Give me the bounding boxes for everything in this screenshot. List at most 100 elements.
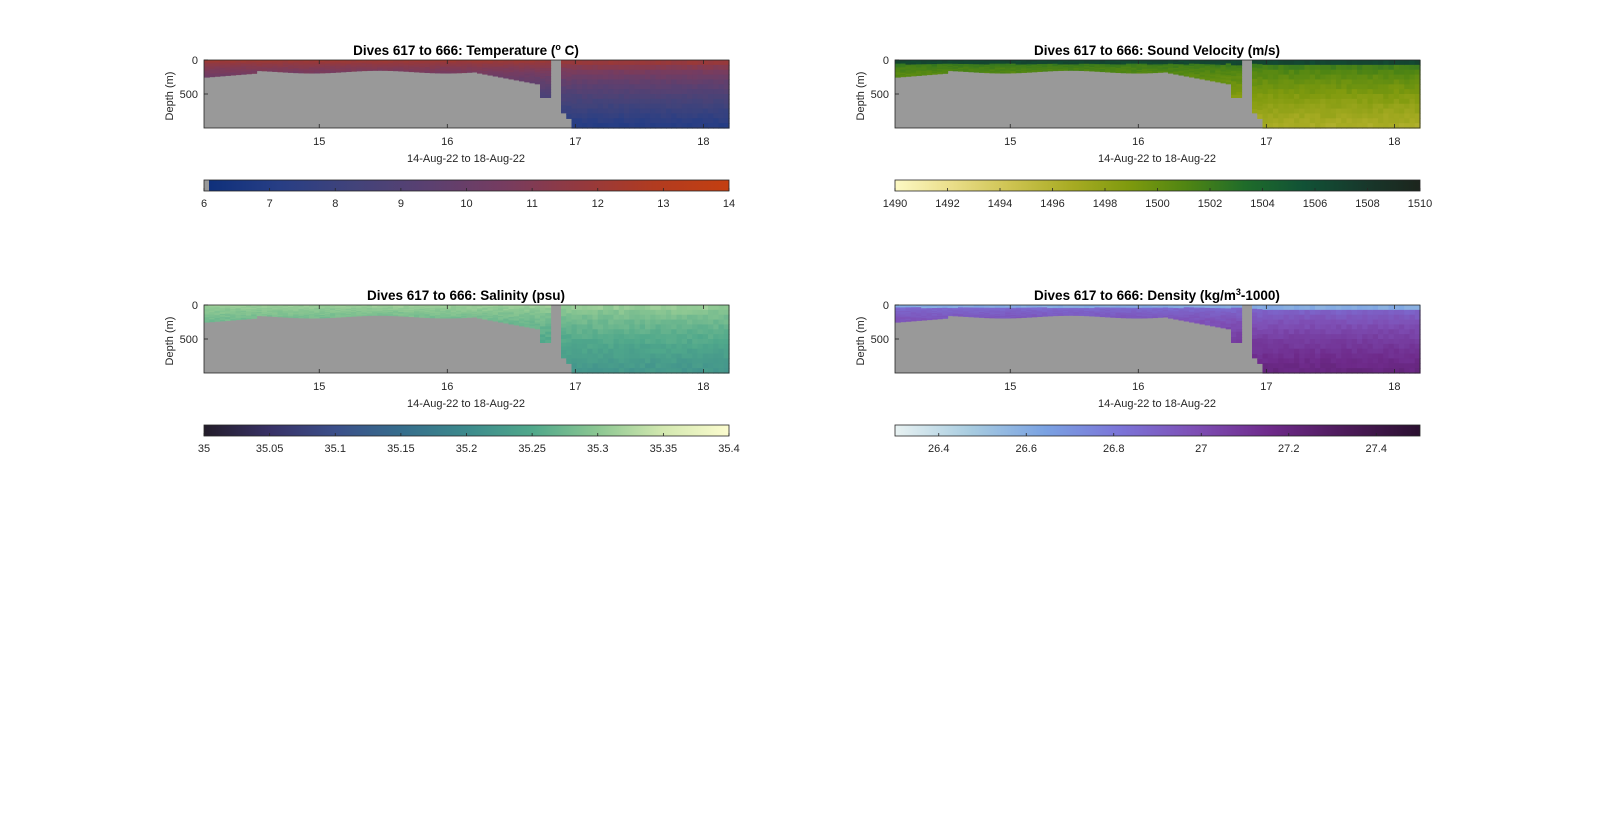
data-cell <box>1162 64 1169 66</box>
data-cell <box>235 315 242 317</box>
data-cell <box>398 69 405 71</box>
data-cell <box>498 72 504 74</box>
data-cell <box>335 65 342 67</box>
data-cell <box>603 103 609 110</box>
data-cell <box>524 75 531 78</box>
data-cell <box>204 318 210 321</box>
data-cell <box>524 325 531 328</box>
data-cell <box>942 66 949 69</box>
data-cell <box>926 309 933 311</box>
data-cell <box>1063 68 1069 71</box>
data-cell <box>414 310 420 313</box>
data-cell <box>639 79 646 85</box>
data-cell <box>1084 60 1090 63</box>
data-cell <box>288 65 294 67</box>
data-cell <box>356 65 363 67</box>
data-cell <box>587 368 594 374</box>
data-cell <box>251 71 258 73</box>
data-cell <box>372 310 378 313</box>
data-cell <box>398 314 405 316</box>
data-cell <box>603 358 609 364</box>
data-cell <box>1126 313 1132 315</box>
data-cell <box>1309 69 1316 76</box>
data-cell <box>503 74 510 76</box>
data-cell <box>1110 60 1117 62</box>
data-cell <box>461 64 468 66</box>
data-cell <box>968 64 975 66</box>
data-cell <box>1362 98 1369 105</box>
data-cell <box>429 305 436 307</box>
data-cell <box>1267 113 1274 119</box>
data-cell <box>582 329 588 335</box>
data-cell <box>225 308 231 310</box>
data-cell <box>921 306 928 308</box>
data-cell <box>561 312 567 317</box>
data-cell <box>592 74 599 81</box>
data-cell <box>1315 74 1321 81</box>
data-cell <box>984 70 991 73</box>
data-cell <box>256 308 263 311</box>
data-cell <box>330 63 336 66</box>
data-cell <box>219 317 226 320</box>
data-cell <box>1388 118 1395 124</box>
data-cell <box>1378 64 1384 71</box>
data-cell <box>1052 69 1059 71</box>
data-cell <box>963 313 970 315</box>
data-cell <box>576 118 583 124</box>
data-cell <box>1057 60 1064 62</box>
data-cell <box>1304 79 1311 85</box>
data-cell <box>582 358 588 364</box>
data-cell <box>587 309 594 316</box>
data-cell <box>361 62 368 64</box>
data-cell <box>592 353 599 360</box>
data-cell <box>634 69 641 76</box>
data-cell <box>1015 314 1022 317</box>
data-cell <box>566 350 573 356</box>
data-cell <box>1126 67 1132 69</box>
data-cell <box>1026 68 1033 71</box>
data-cell <box>534 311 541 315</box>
data-cell <box>330 312 336 315</box>
data-cell <box>356 310 363 312</box>
data-cell <box>345 64 352 66</box>
data-cell <box>984 309 991 311</box>
data-cell <box>540 76 546 80</box>
data-cell <box>293 68 300 71</box>
data-cell <box>634 103 641 110</box>
data-cell <box>681 363 688 369</box>
data-cell <box>414 65 420 67</box>
data-cell <box>277 312 284 314</box>
data-cell <box>235 60 242 62</box>
data-cell <box>435 66 441 68</box>
data-cell <box>492 307 499 310</box>
data-cell <box>524 320 531 323</box>
data-cell <box>471 64 478 66</box>
data-cell <box>482 312 489 315</box>
data-cell <box>382 311 389 313</box>
data-cell <box>895 306 901 309</box>
data-cell <box>267 305 273 308</box>
data-cell <box>1084 69 1090 71</box>
data-cell <box>366 311 373 313</box>
data-cell <box>566 325 573 331</box>
data-cell <box>314 71 321 73</box>
data-cell <box>1136 71 1143 73</box>
data-cell <box>1015 313 1022 316</box>
data-cell <box>1068 65 1075 67</box>
data-cell <box>671 363 678 369</box>
data-cell <box>1309 118 1316 124</box>
data-cell <box>246 307 252 310</box>
data-cell <box>1105 315 1111 318</box>
data-cell <box>608 103 615 110</box>
data-cell <box>582 103 588 110</box>
colorbar: 6 7 8 9 10 11 12 13 14 <box>201 179 735 210</box>
data-cell <box>1073 68 1080 70</box>
data-cell <box>681 339 688 345</box>
data-cell <box>1157 309 1164 311</box>
data-cell <box>482 71 489 74</box>
data-cell <box>1136 316 1143 318</box>
data-cell <box>1047 305 1054 307</box>
data-cell <box>414 315 420 318</box>
data-cell <box>582 74 588 81</box>
data-cell <box>681 305 688 311</box>
